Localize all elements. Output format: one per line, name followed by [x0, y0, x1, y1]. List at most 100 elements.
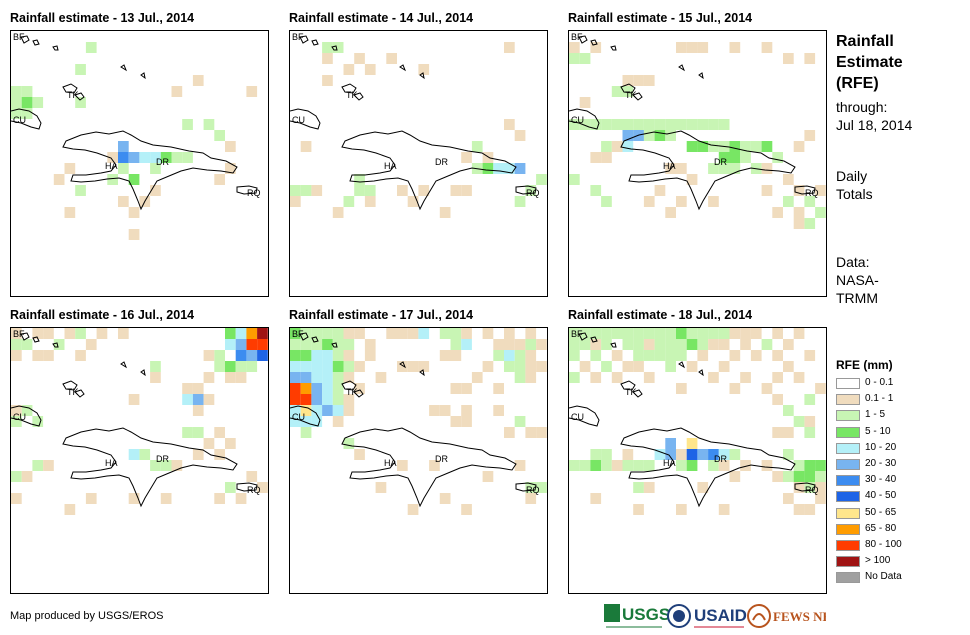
- map-4: BF TK CU HA DR RQ: [11, 328, 268, 515]
- rainfall-cell: [590, 152, 602, 163]
- rainfall-cell: [718, 339, 730, 350]
- rainfall-cell: [793, 504, 805, 515]
- legend-label: 30 - 40: [865, 474, 897, 486]
- rainfall-cell: [118, 141, 129, 152]
- rainfall-cell: [504, 350, 515, 361]
- rainfall-cell: [192, 427, 204, 438]
- rainfall-cell: [504, 361, 515, 372]
- rainfall-cell: [729, 163, 741, 174]
- rainfall-cell: [461, 328, 472, 339]
- rainfall-cell: [611, 328, 623, 339]
- rainfall-cell: [11, 97, 22, 108]
- map-3: BF TK CU HA DR RQ: [569, 32, 826, 229]
- rainfall-cell: [718, 361, 730, 372]
- rainfall-cell: [601, 328, 612, 339]
- rainfall-cell: [718, 504, 730, 515]
- rainfall-cell: [761, 460, 773, 471]
- coastline-path: [794, 482, 816, 492]
- rainfall-cell: [514, 361, 526, 372]
- rainfall-cell: [128, 493, 140, 504]
- rainfall-cell: [332, 328, 344, 339]
- coastline-path: [678, 64, 686, 72]
- rainfall-cell: [214, 427, 225, 438]
- rainfall-cell: [439, 350, 451, 361]
- rainfall-cell: [11, 416, 22, 427]
- rainfall-cell: [804, 482, 816, 493]
- rainfall-cell: [290, 405, 301, 416]
- rainfall-cell: [686, 460, 698, 471]
- rainfall-cell: [708, 196, 719, 207]
- rainfall-cell: [43, 350, 54, 361]
- rainfall-cell: [793, 372, 805, 383]
- rainfall-cell: [804, 504, 816, 515]
- rainfall-cell: [643, 75, 655, 86]
- rainfall-cell: [493, 405, 504, 416]
- rainfall-cell: [128, 449, 140, 460]
- data-line3: TRMM: [836, 290, 878, 306]
- rainfall-cell: [622, 119, 634, 130]
- coastline-path: [515, 185, 537, 195]
- rainfall-cell: [192, 449, 204, 460]
- coastline-path: [62, 130, 238, 211]
- legend-swatch: [836, 540, 860, 551]
- rainfall-cell: [290, 339, 301, 350]
- rainfall-cell: [718, 449, 730, 460]
- rainfall-cell: [676, 383, 687, 394]
- rainfall-cell: [569, 174, 580, 185]
- place-label: DR: [714, 454, 727, 464]
- rainfall-cell: [676, 163, 687, 174]
- rainfall-cell: [793, 207, 805, 218]
- rainfall-cell: [633, 339, 644, 350]
- coastline-path: [62, 380, 78, 391]
- rainfall-cell: [686, 141, 698, 152]
- rainfall-cell: [75, 97, 86, 108]
- place-label: CU: [13, 115, 26, 125]
- rainfall-cell: [128, 229, 140, 240]
- rainfall-cell: [290, 383, 301, 394]
- place-label: TK: [625, 90, 637, 100]
- rainfall-cells: [11, 328, 268, 515]
- coastline-path: [569, 405, 600, 427]
- rainfall-cell: [601, 196, 612, 207]
- rainfall-cell: [793, 141, 805, 152]
- rainfall-cell: [643, 482, 655, 493]
- legend-label: 20 - 30: [865, 458, 897, 469]
- rainfall-cell: [225, 372, 236, 383]
- coastline-path: [341, 130, 517, 211]
- rainfall-cells: [290, 42, 547, 218]
- rainfall-cell: [386, 53, 397, 64]
- rainfall-cell: [783, 493, 794, 504]
- rainfall-cell: [514, 339, 526, 350]
- coastline-path: [311, 39, 319, 46]
- coastline-path: [610, 45, 617, 51]
- rainfall-cell: [290, 394, 301, 405]
- rainfall-cell: [246, 350, 258, 361]
- rainfall-cell: [525, 350, 537, 361]
- rainfall-cell: [235, 493, 247, 504]
- rainfall-cell: [729, 152, 741, 163]
- place-label: CU: [571, 412, 584, 422]
- rainfall-cell: [429, 405, 440, 416]
- coastline-path: [290, 108, 321, 130]
- rainfall-cell: [332, 383, 344, 394]
- place-label: RQ: [247, 188, 261, 198]
- place-label: DR: [435, 157, 448, 167]
- rainfall-cell: [343, 64, 355, 75]
- rainfall-cell: [300, 372, 312, 383]
- place-label: HA: [384, 458, 397, 468]
- rainfall-cell: [633, 328, 644, 339]
- rainfall-cell: [815, 493, 826, 504]
- rainfall-cell: [783, 53, 794, 64]
- rainfall-cell: [815, 383, 826, 394]
- rainfall-cell: [311, 361, 323, 372]
- rainfall-cell: [171, 152, 183, 163]
- rainfall-cell: [257, 482, 268, 493]
- rainfall-cell: [729, 328, 741, 339]
- usaid-logo-text: USAID: [694, 606, 747, 625]
- coastline-path: [331, 342, 338, 348]
- rainfall-cell: [643, 350, 655, 361]
- rainfall-cell: [429, 460, 440, 471]
- rainfall-cell: [311, 394, 323, 405]
- coastline-path: [610, 342, 617, 348]
- rainfall-cell: [32, 350, 44, 361]
